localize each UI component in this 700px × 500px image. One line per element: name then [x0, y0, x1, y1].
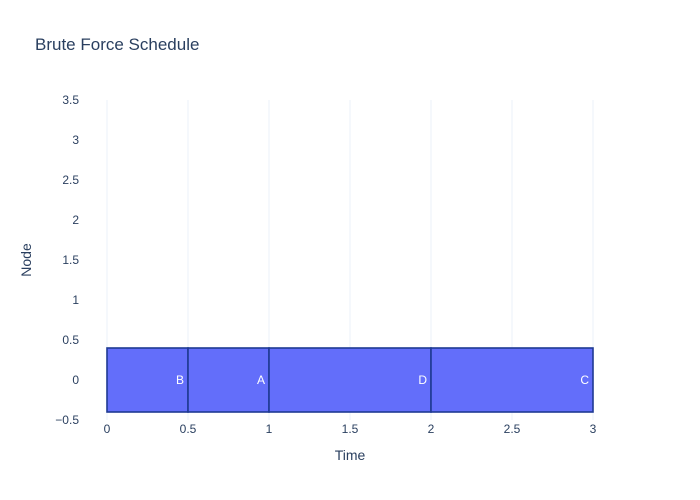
y-tick-label: 0: [72, 373, 79, 387]
task-bar-label-A: A: [257, 373, 265, 387]
x-tick-label: 0: [104, 422, 111, 436]
task-bar-label-D: D: [418, 373, 427, 387]
task-bar-B: [106, 347, 189, 413]
grid-layer: [106, 100, 594, 420]
x-axis-title: Time: [335, 447, 366, 463]
x-tick-label: 1: [266, 422, 273, 436]
y-tick-label: 1.5: [62, 253, 79, 267]
y-tick-layer: 3.5 3 2.5 2 1.5 1 0.5 0 −0.5: [55, 93, 79, 427]
task-bar-D: [268, 347, 432, 413]
x-tick-label: 3: [590, 422, 597, 436]
y-tick-label: 3.5: [62, 93, 79, 107]
y-tick-label: 3: [72, 133, 79, 147]
task-bar-A: [187, 347, 270, 413]
x-tick-label: 0.5: [180, 422, 197, 436]
y-tick-label: 2: [72, 213, 79, 227]
x-tick-label: 2.5: [504, 422, 521, 436]
y-tick-label: 2.5: [62, 173, 79, 187]
task-bar-label-C: C: [580, 373, 589, 387]
task-bar-label-B: B: [176, 373, 184, 387]
y-tick-label: 1: [72, 293, 79, 307]
x-tick-layer: 0 0.5 1 1.5 2 2.5 3: [104, 422, 597, 436]
bar-layer: [106, 347, 594, 413]
chart-title: Brute Force Schedule: [35, 35, 199, 54]
y-tick-label: −0.5: [55, 413, 79, 427]
x-tick-label: 1.5: [342, 422, 359, 436]
y-tick-label: 0.5: [62, 333, 79, 347]
x-tick-label: 2: [428, 422, 435, 436]
y-axis-title: Node: [18, 243, 34, 277]
task-bar-C: [430, 347, 594, 413]
